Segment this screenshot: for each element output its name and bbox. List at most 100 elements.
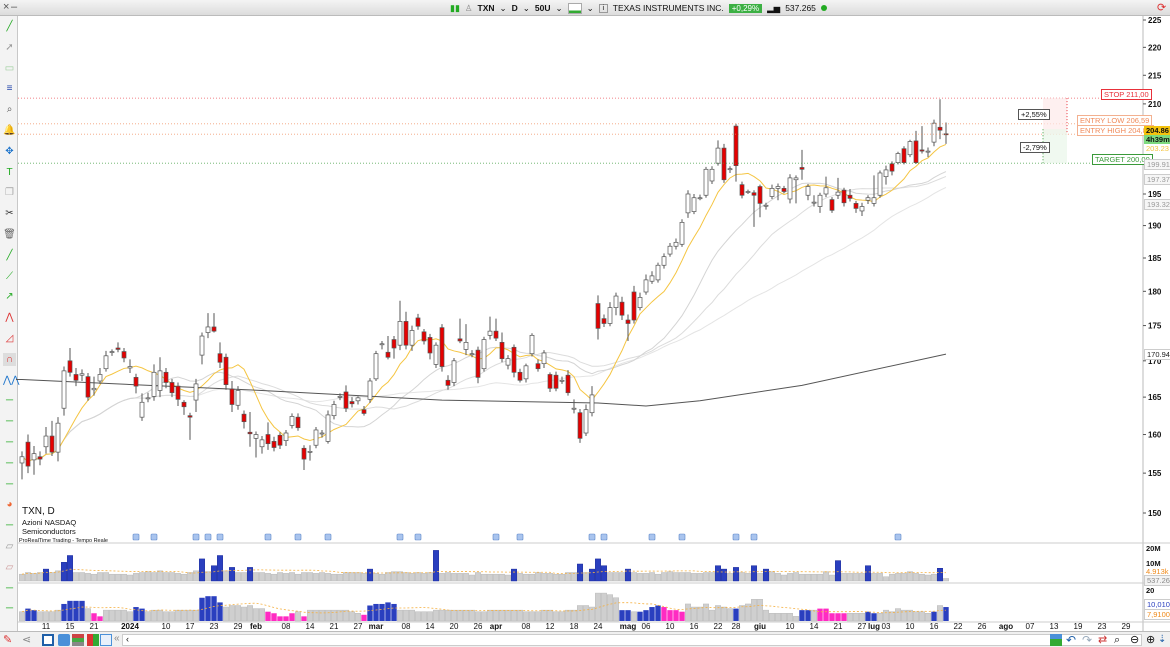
volume-last-badge: 537.265	[1144, 575, 1170, 586]
chevron-down-icon[interactable]: ⌄	[499, 2, 507, 13]
text-tool-icon[interactable]: T	[6, 166, 13, 178]
h-line-2-icon[interactable]: ─	[5, 416, 14, 428]
indicator-bar	[55, 609, 61, 622]
zoom-fit-icon[interactable]: ⌕	[1114, 634, 1121, 646]
time-tick-label: 10	[785, 622, 795, 631]
timeframe-selector[interactable]: D	[511, 3, 518, 13]
event-calendar-icon	[750, 533, 758, 541]
candle-body	[805, 186, 811, 196]
indicator-bar	[805, 610, 811, 621]
candle-body	[655, 264, 661, 281]
chevron-down-icon[interactable]: ⌄	[522, 2, 530, 13]
candle-body	[175, 385, 181, 400]
time-tick-label: 21	[329, 622, 339, 631]
ruler-3-icon[interactable]: ▱	[5, 561, 14, 573]
volume-bar	[811, 573, 817, 582]
pointer-icon[interactable]: ➚	[5, 41, 14, 53]
draw-line-icon[interactable]: ╱	[6, 21, 13, 32]
candle-body	[907, 141, 913, 156]
chevron-down-icon[interactable]: ⌄	[586, 2, 594, 13]
candle-body	[661, 256, 667, 266]
volume-bar	[343, 572, 349, 582]
zoom-out-icon[interactable]: ⊖	[1130, 634, 1140, 646]
volume-bar	[739, 572, 745, 582]
chat-icon[interactable]	[58, 634, 70, 646]
chart-type-icon[interactable]	[567, 2, 582, 14]
text-format-icon[interactable]: ≡	[6, 83, 13, 95]
volume-bar	[103, 572, 109, 582]
copy-icon[interactable]: ❐	[5, 187, 14, 199]
horizontal-line-icon[interactable]: ─	[5, 395, 14, 407]
ruler-icon[interactable]: ▭	[4, 62, 15, 74]
ray-icon[interactable]: ─	[5, 457, 14, 469]
candle-body	[739, 184, 745, 196]
time-tick-label: 12	[545, 622, 555, 631]
indicator-bar	[547, 609, 553, 622]
layout-icon[interactable]	[42, 634, 54, 646]
multi-window-icon[interactable]	[100, 634, 112, 646]
time-tick-label: lug	[868, 622, 880, 631]
fibonacci-icon[interactable]: ◿	[5, 333, 14, 344]
trash-icon[interactable]: 🗑	[3, 229, 16, 240]
orderbook-icon[interactable]	[87, 634, 99, 646]
segment-icon[interactable]: ⟋	[6, 270, 13, 282]
pattern-icon[interactable]: ⋀⋀	[3, 374, 20, 386]
candle-body	[937, 126, 943, 131]
volume-bar	[643, 573, 649, 582]
h-line-4-icon[interactable]: ─	[5, 520, 14, 532]
refresh-icon[interactable]: ⟳	[1157, 2, 1167, 14]
symbol-selector[interactable]: TXN	[477, 3, 495, 13]
move-icon[interactable]: ✥	[5, 145, 14, 157]
trendline-icon[interactable]: ╱	[6, 249, 13, 261]
sync-icon[interactable]: ⇄	[1098, 634, 1108, 646]
horizontal-scrollbar[interactable]: ‹	[122, 634, 1142, 646]
redo-icon[interactable]: ↷	[1082, 633, 1093, 647]
scroll-left-icon[interactable]: «	[114, 633, 120, 644]
entry-high-label[interactable]: ENTRY HIGH 204,83	[1077, 125, 1155, 136]
stop-order-label[interactable]: STOP 211,00	[1101, 89, 1152, 100]
bars-icon[interactable]: ▮▮	[450, 2, 460, 13]
time-tick-label: 14	[425, 622, 435, 631]
ruler-2-icon[interactable]: ▱	[5, 541, 14, 552]
share-icon[interactable]: ⋖	[22, 634, 32, 646]
candle-body	[91, 387, 97, 391]
color-wheel-icon[interactable]: ◕	[6, 499, 13, 511]
scroll-end-icon[interactable]: ⇣	[1158, 634, 1167, 645]
close-icon[interactable]: ×	[3, 1, 10, 13]
volume-bar	[919, 573, 925, 582]
magnet-icon[interactable]: ∩	[3, 352, 16, 366]
h-line-5-icon[interactable]: ─	[5, 582, 14, 594]
volume-bar	[493, 573, 499, 582]
person-icon[interactable]: ♙	[464, 2, 473, 13]
chevron-down-icon[interactable]: ⌄	[555, 2, 563, 13]
candle-body	[319, 432, 325, 435]
minimize-icon[interactable]: –	[11, 1, 18, 13]
chart-style-icon[interactable]: ✎	[3, 634, 13, 646]
volume-bar	[181, 573, 187, 582]
indicator-bar	[151, 609, 157, 622]
tools-icon[interactable]: ✂	[5, 208, 14, 220]
candle-body	[859, 206, 865, 212]
indicator-bar	[739, 605, 745, 622]
units-selector[interactable]: 50U	[534, 3, 551, 13]
undo-icon[interactable]: ↶	[1066, 633, 1077, 647]
channel-icon[interactable]: ⋀	[5, 312, 14, 324]
calendar-icon[interactable]	[1050, 634, 1062, 646]
candle-body	[259, 439, 265, 448]
zoom-icon[interactable]: ⌕	[6, 104, 13, 116]
candle-body	[103, 355, 109, 370]
volume-bar	[277, 572, 283, 582]
zoom-in-icon[interactable]: ⊕	[1146, 634, 1156, 646]
report-icon[interactable]	[72, 634, 84, 646]
volume-bar	[151, 572, 157, 582]
scroll-arrow-icon[interactable]: ‹	[126, 634, 129, 644]
indicator-bar	[703, 603, 709, 622]
ray-2-icon[interactable]: ─	[5, 478, 14, 490]
arrow-icon[interactable]: ↗	[5, 291, 14, 303]
info-icon[interactable]: i	[598, 3, 608, 13]
candle-body	[865, 197, 871, 201]
alert-bell-icon[interactable]: 🔔	[3, 125, 16, 136]
h-line-3-icon[interactable]: ─	[5, 437, 14, 448]
h-line-6-icon[interactable]: ─	[5, 603, 14, 615]
